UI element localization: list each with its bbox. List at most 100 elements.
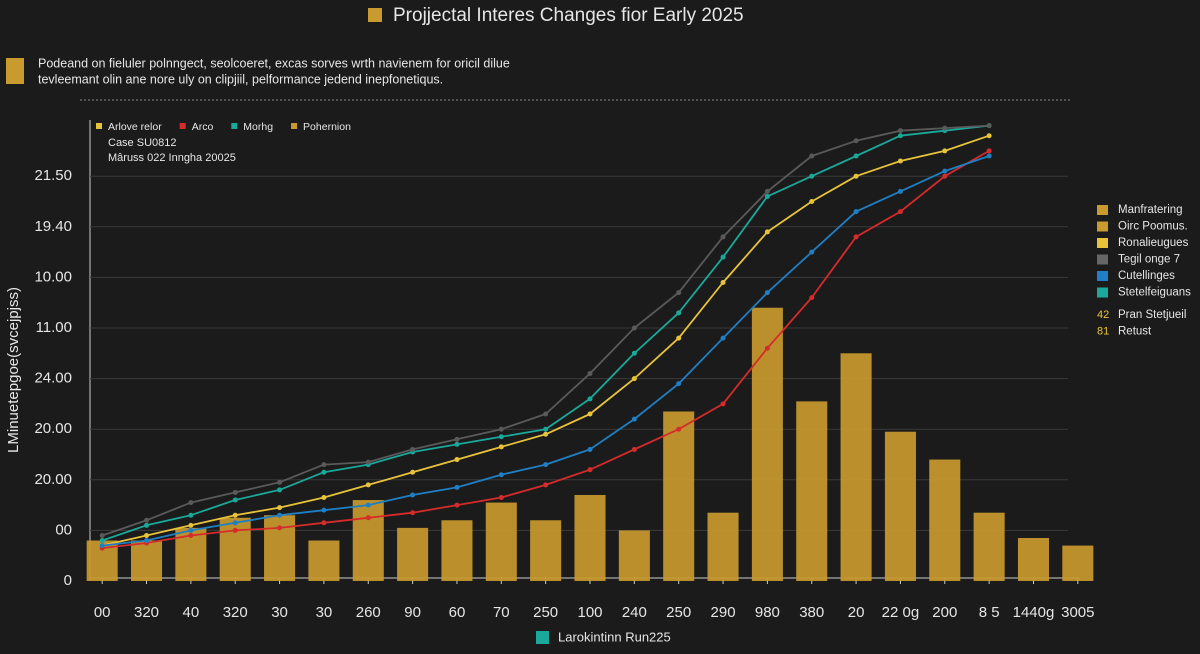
bar xyxy=(751,307,783,581)
bar xyxy=(530,520,562,581)
point xyxy=(942,148,948,154)
legend-swatch xyxy=(231,123,238,129)
point xyxy=(809,153,815,159)
x-tick-label: 290 xyxy=(711,604,736,621)
point xyxy=(631,350,637,356)
point xyxy=(498,434,504,440)
point xyxy=(543,482,549,488)
point xyxy=(986,153,992,159)
point xyxy=(188,532,194,538)
point xyxy=(410,469,416,475)
point xyxy=(498,444,504,450)
point xyxy=(986,148,992,154)
legend-label: Stetelfeiguans xyxy=(1118,287,1191,299)
point xyxy=(232,520,238,526)
point xyxy=(631,325,637,331)
point xyxy=(587,396,593,402)
title-icon xyxy=(368,8,382,22)
legend-prefix: 42 xyxy=(1097,309,1109,321)
point xyxy=(897,209,903,215)
note: Case SU0812 xyxy=(108,137,177,149)
bar xyxy=(1017,537,1049,581)
point xyxy=(809,249,815,255)
legend-swatch xyxy=(179,123,186,129)
point xyxy=(764,188,770,194)
point xyxy=(587,467,593,473)
point xyxy=(897,188,903,194)
point xyxy=(587,371,593,377)
point xyxy=(365,515,371,521)
point xyxy=(897,158,903,164)
x-tick-label: 100 xyxy=(577,604,602,621)
point xyxy=(144,538,150,544)
point xyxy=(99,543,105,549)
legend-swatch xyxy=(1097,271,1108,281)
point xyxy=(986,133,992,139)
point xyxy=(498,472,504,478)
legend-swatch xyxy=(1097,287,1108,298)
legend-swatch xyxy=(1097,238,1108,248)
point xyxy=(410,446,416,452)
legend-label: Arco xyxy=(192,121,214,133)
subtitle-icon xyxy=(6,58,24,84)
point xyxy=(232,512,238,518)
point xyxy=(365,482,371,488)
bar xyxy=(574,494,606,581)
point xyxy=(232,497,238,503)
point xyxy=(720,279,726,285)
point xyxy=(321,520,327,526)
point xyxy=(232,527,238,533)
bar xyxy=(884,431,916,581)
point xyxy=(188,527,194,533)
x-tick-label: 8 5 xyxy=(979,604,1000,621)
point xyxy=(853,209,859,215)
point xyxy=(942,125,948,131)
x-tick-label: 70 xyxy=(493,604,510,621)
point xyxy=(676,335,682,341)
x-tick-label: 30 xyxy=(316,604,333,621)
legend-label: Oirc Poomus. xyxy=(1118,221,1188,233)
bar xyxy=(264,515,296,581)
x-axis-label: Larokintinn Run225 xyxy=(558,629,671,644)
x-tick-label: 00 xyxy=(94,604,111,621)
point xyxy=(144,532,150,538)
point xyxy=(277,487,283,493)
bar xyxy=(441,520,473,581)
x-label-icon xyxy=(536,631,549,644)
point xyxy=(853,173,859,179)
subtitle: Podeand on fieluler polnngect, seolcoere… xyxy=(38,56,510,70)
legend-label: Ronalieugues xyxy=(1118,237,1189,249)
point xyxy=(720,234,726,240)
point xyxy=(676,290,682,296)
bar xyxy=(308,540,340,581)
bar xyxy=(352,500,384,581)
legend-label: Morhg xyxy=(243,121,273,133)
point xyxy=(676,310,682,316)
x-tick-label: 250 xyxy=(533,604,558,621)
x-tick-label: 40 xyxy=(183,604,200,621)
bar xyxy=(219,517,251,581)
point xyxy=(365,502,371,508)
point xyxy=(853,234,859,240)
point xyxy=(676,381,682,387)
x-tick-label: 1440g xyxy=(1013,604,1055,621)
x-tick-label: 30 xyxy=(271,604,288,621)
x-tick-label: 20 xyxy=(848,604,865,621)
x-tick-label: 240 xyxy=(622,604,647,621)
point xyxy=(853,153,859,159)
point xyxy=(543,462,549,468)
x-tick-label: 980 xyxy=(755,604,780,621)
point xyxy=(587,446,593,452)
point xyxy=(454,502,460,508)
x-tick-label: 260 xyxy=(356,604,381,621)
point xyxy=(498,426,504,432)
point xyxy=(232,489,238,495)
legend-label: Arlove relor xyxy=(108,121,162,133)
point xyxy=(986,123,992,129)
bar xyxy=(973,512,1005,581)
point xyxy=(321,462,327,468)
point xyxy=(454,436,460,442)
point xyxy=(587,411,593,417)
point xyxy=(498,495,504,501)
